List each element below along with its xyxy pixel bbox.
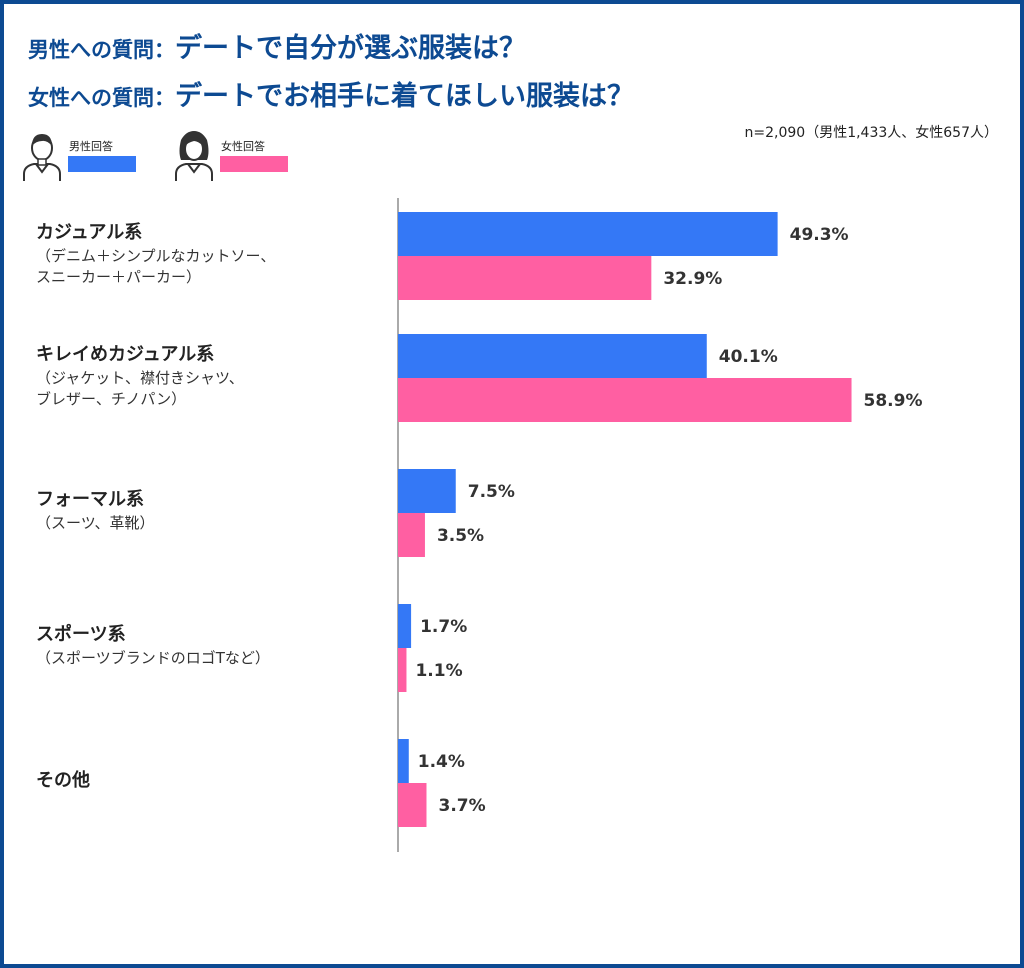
sample-size-note: n=2,090（男性1,433人、女性657人） [744,125,998,141]
bar-female-0 [398,256,652,300]
bar-male-0 [398,212,778,256]
bar-male-1 [398,334,707,378]
category-label-2: フォーマル系 （スーツ、革靴） [36,487,155,534]
category-label-3: スポーツ系 （スポーツブランドのロゴTなど） [36,622,270,669]
category-description-line: スニーカー＋パーカー） [36,268,202,286]
title-line-1: 男性への質問：デートで自分が選ぶ服装は？ [28,26,526,65]
category-description-line: ブレザー、チノパン） [36,390,187,408]
legend-label-male: 男性回答 [69,140,113,153]
legend-item-female: 女性回答 [172,128,292,182]
bar-male-3 [398,604,412,648]
bar-female-1 [398,378,852,422]
category-name: フォーマル系 [36,489,144,510]
category-label-4: その他 [36,768,90,794]
legend-swatch-female [220,156,288,172]
legend-item-male: 男性回答 [20,128,140,182]
category-name: その他 [36,770,90,791]
category-description-line: （デニム＋シンプルなカットソー、 [36,247,276,265]
female-person-icon [175,131,213,181]
category-name: キレイめカジュアル系 [36,344,215,365]
bar-male-4 [398,739,409,783]
value-label-female-1: 58.9% [864,391,923,411]
bar-female-2 [398,513,425,557]
value-label-male-2: 7.5% [468,482,515,502]
bar-female-3 [398,648,407,692]
value-label-female-3: 1.1% [415,661,462,681]
title-1-main: デートで自分が選ぶ服装は？ [175,33,526,64]
value-label-male-1: 40.1% [719,347,778,367]
category-name: スポーツ系 [36,624,126,645]
title-2-main: デートでお相手に着てほしい服装は？ [175,81,634,112]
value-label-male-3: 1.7% [420,617,467,637]
legend-swatch-male [68,156,136,172]
title-1-prefix: 男性への質問： [28,38,175,62]
value-label-female-2: 3.5% [437,526,484,546]
value-label-male-0: 49.3% [790,225,849,245]
value-label-male-4: 1.4% [418,752,465,772]
category-description-line: （スポーツブランドのロゴTなど） [36,649,270,667]
bar-male-2 [398,469,456,513]
category-label-0: カジュアル系 （デニム＋シンプルなカットソー、 スニーカー＋パーカー） [36,220,275,288]
title-line-2: 女性への質問：デートでお相手に着てほしい服装は？ [28,74,634,113]
bar-female-4 [398,783,427,827]
category-label-1: キレイめカジュアル系 （ジャケット、襟付きシャツ、 ブレザー、チノパン） [36,342,244,410]
category-name: カジュアル系 [36,222,143,243]
male-person-icon [23,134,61,181]
legend-label-female: 女性回答 [221,140,265,153]
value-label-female-4: 3.7% [438,796,485,816]
title-2-prefix: 女性への質問： [28,86,175,110]
category-description-line: （ジャケット、襟付きシャツ、 [36,369,244,387]
category-description-line: （スーツ、革靴） [36,514,155,532]
value-label-female-0: 32.9% [663,269,722,289]
